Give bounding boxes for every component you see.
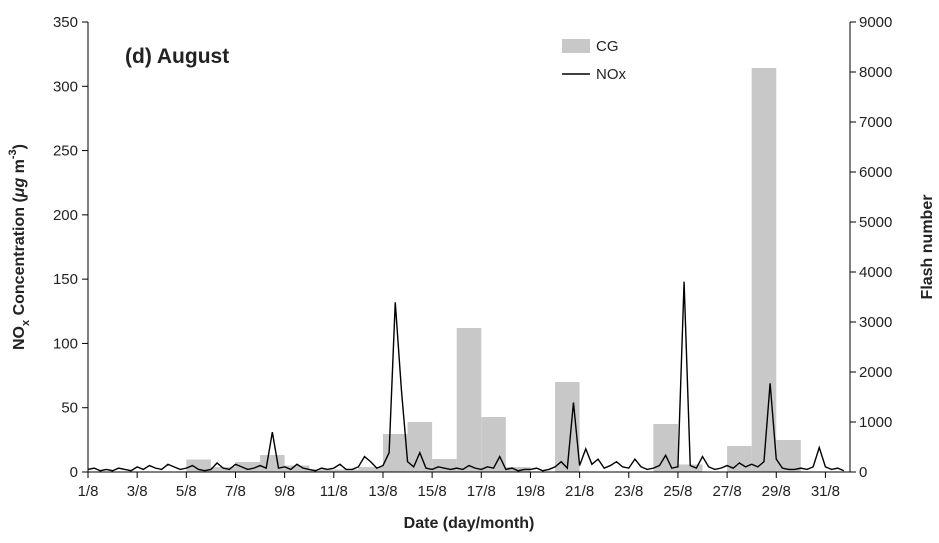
y2-tick-label: 0 [859,464,867,481]
bar [677,464,703,472]
legend-label: NOx [596,66,627,83]
y2-tick-label: 1000 [859,414,892,431]
x-tick-label: 15/8 [418,483,447,500]
bar [407,422,433,472]
y-tick-label: 200 [53,207,78,224]
y2-tick-label: 8000 [859,64,892,81]
y-tick-label: 100 [53,335,78,352]
bar [481,417,506,472]
bar [382,434,408,472]
y-tick-label: 250 [53,143,78,160]
y2-tick-label: 4000 [859,264,892,281]
bar [456,328,482,472]
x-tick-label: 5/8 [176,483,197,500]
y-axis-label-part: Concentration ( [11,197,28,320]
nox-line [87,281,845,472]
y-axis-label-part: x [20,319,32,326]
x-tick-label: 9/8 [274,483,295,500]
x-tick-label: 27/8 [712,483,741,500]
y-tick-label: 350 [53,14,78,31]
bar [505,467,531,472]
bar [653,424,678,472]
x-tick-label: 1/8 [78,483,99,500]
x-tick-label: 25/8 [663,483,692,500]
x-axis-label: Date (day/month) [404,515,535,532]
y2-tick-label: 7000 [859,114,892,131]
y-tick-label: 150 [53,271,78,288]
x-tick-label: 11/8 [320,483,348,500]
y2-tick-label: 3000 [859,314,892,331]
x-tick-label: 13/8 [368,483,397,500]
legend-swatch [562,39,590,53]
y-axis-label-part: μg [11,178,28,199]
bar [235,462,261,472]
x-tick-label: 19/8 [516,483,545,500]
y-axis-label-part: ) [11,144,28,149]
bar [776,440,801,472]
y-axis-label-part: m [11,159,28,178]
x-tick-label: 3/8 [127,483,148,500]
bar [727,446,752,472]
y2-axis-label: Flash number [919,195,936,300]
y-tick-label: 300 [53,78,78,95]
x-tick-label: 29/8 [762,483,791,500]
bar [333,469,359,472]
bar [432,459,457,472]
y-axis-label-part: -3 [7,149,19,159]
x-tick-label: 23/8 [614,483,643,500]
bar [358,467,383,472]
y-axis-label: NOx Concentration (μg m-3) [7,144,32,350]
bar [284,465,310,472]
bar [186,459,211,472]
x-tick-label: 31/8 [811,483,840,500]
y-tick-label: 50 [61,400,78,417]
bar [309,469,334,472]
y-axis-label-part: NO [11,326,28,350]
y2-tick-label: 9000 [859,14,892,31]
y-tick-label: 0 [70,464,78,481]
y2-tick-label: 5000 [859,214,892,231]
y2-tick-label: 2000 [859,364,892,381]
x-tick-label: 7/8 [225,483,246,500]
x-tick-label: 17/8 [467,483,496,500]
legend-label: CG [596,38,619,55]
x-tick-label: 21/8 [565,483,594,500]
y2-tick-label: 6000 [859,164,892,181]
bar [210,467,236,472]
chart-title: (d) August [125,45,229,68]
bar [260,455,285,472]
